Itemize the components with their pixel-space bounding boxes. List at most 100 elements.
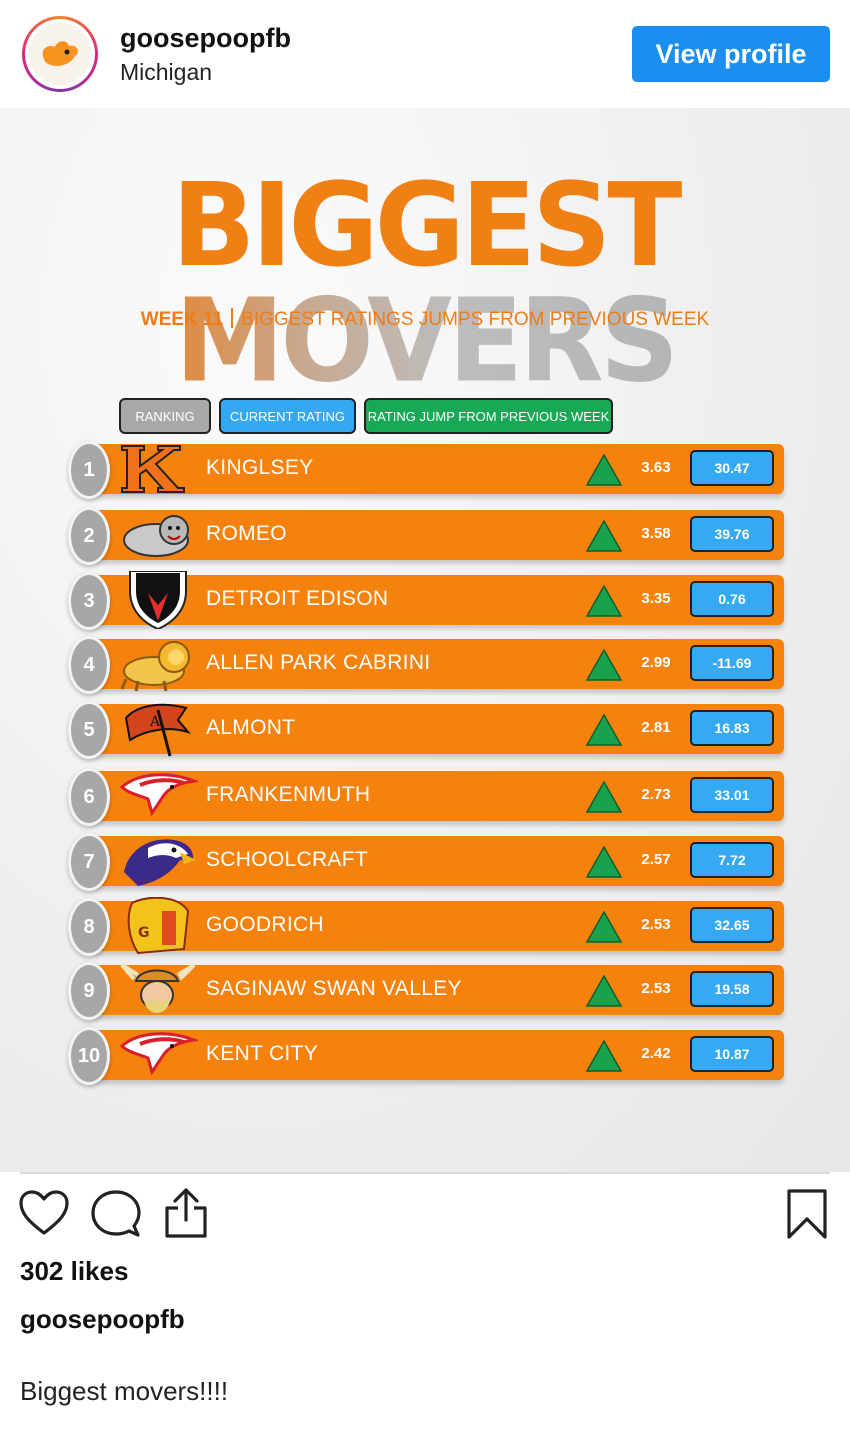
graphic-title: BIGGEST MOVERS — [0, 168, 850, 399]
rating-jump: 3.63 — [641, 459, 671, 476]
up-arrow-icon — [586, 781, 622, 813]
row-bar — [90, 575, 784, 625]
view-profile-button[interactable]: View profile — [632, 26, 830, 82]
ranking-row: 4 ALLEN PARK CABRINI 2.99 -11.69 — [68, 635, 784, 694]
username[interactable]: goosepoopfb — [120, 23, 291, 53]
school-name: ALLEN PARK CABRINI — [206, 651, 431, 674]
up-arrow-icon — [586, 975, 622, 1007]
rank-number: 10 — [68, 1027, 110, 1085]
up-arrow-icon — [586, 520, 622, 552]
subtitle-week: WEEK 11 — [140, 309, 224, 330]
eagle-logo — [118, 1026, 200, 1084]
current-rating: 33.01 — [690, 777, 774, 813]
rank-number: 2 — [68, 507, 110, 565]
location[interactable]: Michigan — [120, 59, 213, 85]
avatar[interactable] — [22, 16, 98, 92]
ranking-row: 9 SAGINAW SWAN VALLEY 2.53 19.58 — [68, 961, 784, 1020]
ranking-row: 8 G GOODRICH 2.53 32.65 — [68, 896, 784, 956]
ranking-row: 2 ROMEO 3.58 39.76 — [68, 506, 784, 565]
school-name: FRANKENMUTH — [206, 783, 371, 806]
divider — [20, 1172, 830, 1174]
rank-number: 5 — [68, 701, 110, 759]
current-rating: 7.72 — [690, 842, 774, 878]
post-image[interactable]: BIGGEST MOVERS WEEK 11 BIGGEST RATINGS JU… — [0, 108, 850, 1172]
rating-jump: 2.57 — [641, 851, 671, 868]
rank-number: 3 — [68, 572, 110, 630]
rank-number: 4 — [68, 636, 110, 694]
raider-flag-logo: A — [118, 700, 198, 758]
school-name: KENT CITY — [206, 1042, 318, 1065]
ranking-row: 6 FRANKENMUTH 2.73 33.01 — [68, 767, 784, 826]
school-name: ALMONT — [206, 716, 296, 739]
current-rating: 32.65 — [690, 907, 774, 943]
ranking-row: 7 SCHOOLCRAFT 2.57 7.72 — [68, 832, 784, 891]
rating-jump: 2.53 — [641, 980, 671, 997]
current-rating: 16.83 — [690, 710, 774, 746]
letter-k-logo — [118, 440, 198, 498]
share-icon[interactable] — [162, 1186, 210, 1240]
subtitle-text: BIGGEST RATINGS JUMPS FROM PREVIOUS WEEK — [241, 309, 710, 330]
lion-logo — [118, 635, 198, 693]
up-arrow-icon — [586, 585, 622, 617]
rating-jump: 2.81 — [641, 719, 671, 736]
martian-helmet-logo: G — [118, 896, 198, 955]
school-name: DETROIT EDISON — [206, 587, 389, 610]
row-bar — [90, 965, 784, 1015]
legend-rating-jump: RATING JUMP FROM PREVIOUS WEEK — [364, 398, 613, 434]
up-arrow-icon — [586, 911, 622, 943]
title-part-1: BIGGEST — [171, 158, 683, 293]
school-name: SCHOOLCRAFT — [206, 848, 368, 871]
title-part-2: MOVERS — [174, 273, 679, 408]
eagle-logo — [118, 767, 200, 825]
ranking-row: 5 A ALMONT 2.81 16.83 — [68, 700, 784, 759]
current-rating: -11.69 — [690, 645, 774, 681]
rating-jump: 3.58 — [641, 525, 671, 542]
legend-current-rating: CURRENT RATING — [219, 398, 356, 434]
school-name: GOODRICH — [206, 913, 324, 936]
shield-logo — [118, 570, 198, 631]
row-bar — [90, 1030, 784, 1080]
row-bar — [90, 444, 784, 494]
viking-logo — [118, 961, 198, 1019]
ranking-row: 3 DETROIT EDISON 3.35 0.76 — [68, 570, 784, 631]
rating-jump: 2.42 — [641, 1045, 671, 1062]
current-rating: 19.58 — [690, 971, 774, 1007]
rank-number: 6 — [68, 768, 110, 826]
rank-number: 1 — [68, 441, 110, 499]
school-name: KINGLSEY — [206, 456, 314, 479]
school-name: ROMEO — [206, 522, 287, 545]
up-arrow-icon — [586, 649, 622, 681]
current-rating: 30.47 — [690, 450, 774, 486]
comment-icon[interactable] — [90, 1188, 142, 1240]
likes-count[interactable]: 302 likes — [20, 1256, 129, 1286]
svg-text:G: G — [138, 925, 150, 941]
heart-icon[interactable] — [18, 1188, 70, 1238]
rating-jump: 2.53 — [641, 916, 671, 933]
svg-text:A: A — [149, 714, 161, 730]
ranking-row: 1 KINGLSEY 3.63 30.47 — [68, 440, 784, 499]
rank-number: 7 — [68, 833, 110, 891]
caption-text: Biggest movers!!!! — [20, 1376, 229, 1406]
post-header: goosepoopfb Michigan View profile — [0, 0, 850, 108]
bookmark-icon[interactable] — [786, 1188, 828, 1240]
row-bar — [90, 771, 784, 821]
current-rating: 10.87 — [690, 1036, 774, 1072]
eagle-head-logo — [118, 832, 198, 890]
rank-number: 8 — [68, 898, 110, 956]
current-rating: 0.76 — [690, 581, 774, 617]
row-bar — [90, 901, 784, 951]
rating-jump: 2.73 — [641, 786, 671, 803]
current-rating: 39.76 — [690, 516, 774, 552]
rank-number: 9 — [68, 962, 110, 1020]
school-name: SAGINAW SWAN VALLEY — [206, 977, 462, 1000]
row-bar — [90, 836, 784, 886]
row-bar — [90, 510, 784, 560]
goose-footprint-icon — [42, 41, 78, 66]
up-arrow-icon — [586, 714, 622, 746]
caption-username[interactable]: goosepoopfb — [20, 1304, 185, 1334]
row-bar — [90, 704, 784, 754]
up-arrow-icon — [586, 1040, 622, 1072]
bulldog-logo — [118, 506, 198, 564]
ranking-row: 10 KENT CITY 2.42 10.87 — [68, 1026, 784, 1085]
legend-ranking: RANKING — [119, 398, 211, 434]
